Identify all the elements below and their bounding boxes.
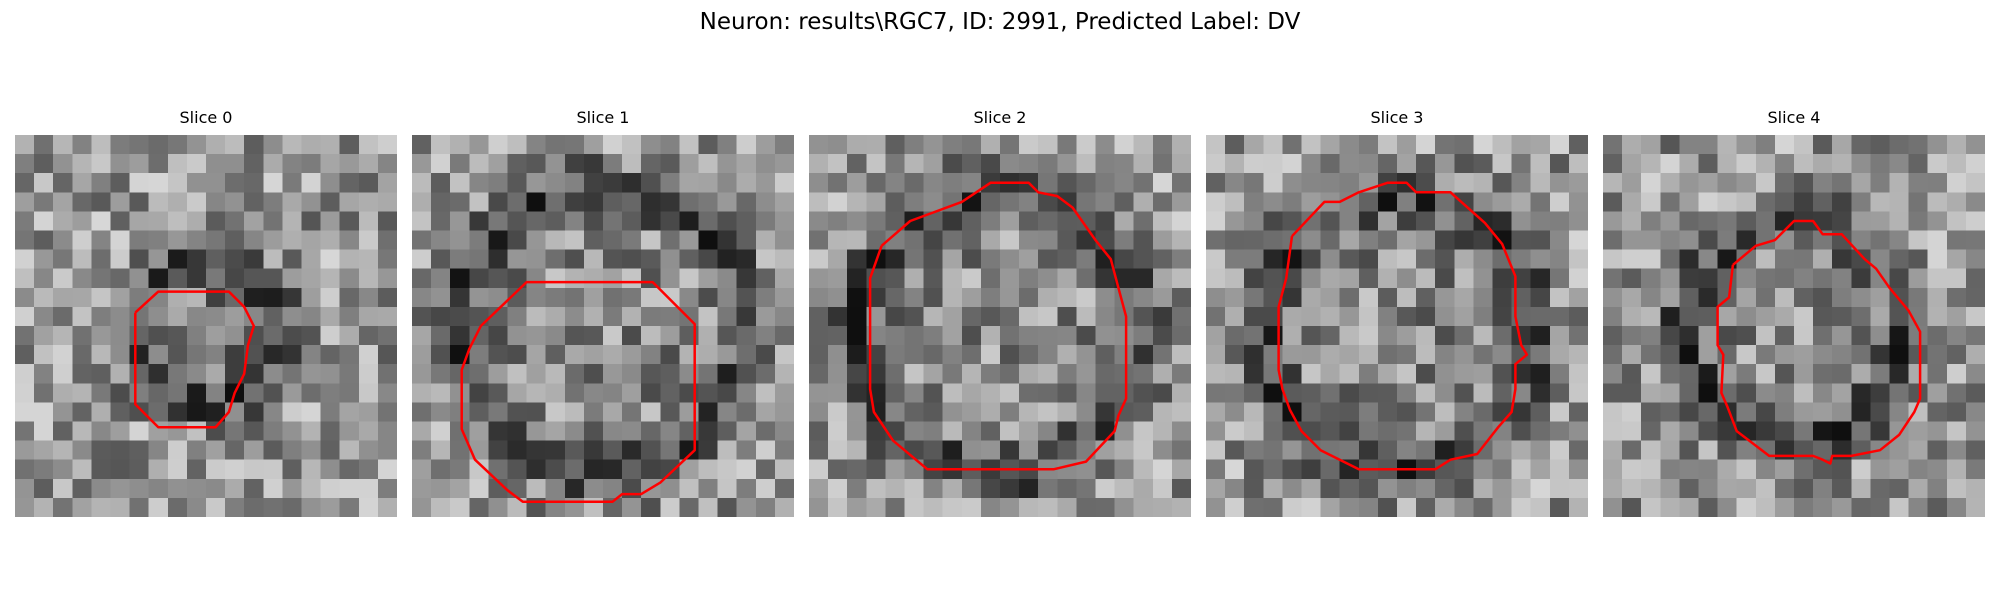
slice-title: Slice 2 (973, 108, 1027, 127)
slice-pixels (1603, 135, 1985, 517)
slice-panel-3: Slice 3 (1206, 104, 1588, 517)
slice-title: Slice 4 (1767, 108, 1821, 127)
slice-panel-1: Slice 1 (412, 104, 794, 517)
slice-title: Slice 0 (179, 108, 233, 127)
segmentation-contour (134, 290, 256, 429)
slice-image (1206, 135, 1588, 517)
slice-panel-2: Slice 2 (809, 104, 1191, 517)
slice-title: Slice 1 (576, 108, 630, 127)
segmentation-contour (1716, 219, 1922, 465)
slice-pixels (1206, 135, 1588, 517)
slice-panel-4: Slice 4 (1603, 104, 1985, 517)
slice-panel-0: Slice 0 (15, 104, 397, 517)
slice-image (809, 135, 1191, 517)
slice-pixels (15, 135, 397, 517)
slice-pixels (809, 135, 1191, 517)
slice-pixels (412, 135, 794, 517)
segmentation-contour (460, 280, 696, 503)
segmentation-contour (868, 181, 1128, 471)
segmentation-contour (1277, 181, 1529, 471)
slice-title: Slice 3 (1370, 108, 1424, 127)
slice-image (15, 135, 397, 517)
slice-image (412, 135, 794, 517)
slice-image (1603, 135, 1985, 517)
figure-title: Neuron: results\RGC7, ID: 2991, Predicte… (699, 9, 1301, 35)
